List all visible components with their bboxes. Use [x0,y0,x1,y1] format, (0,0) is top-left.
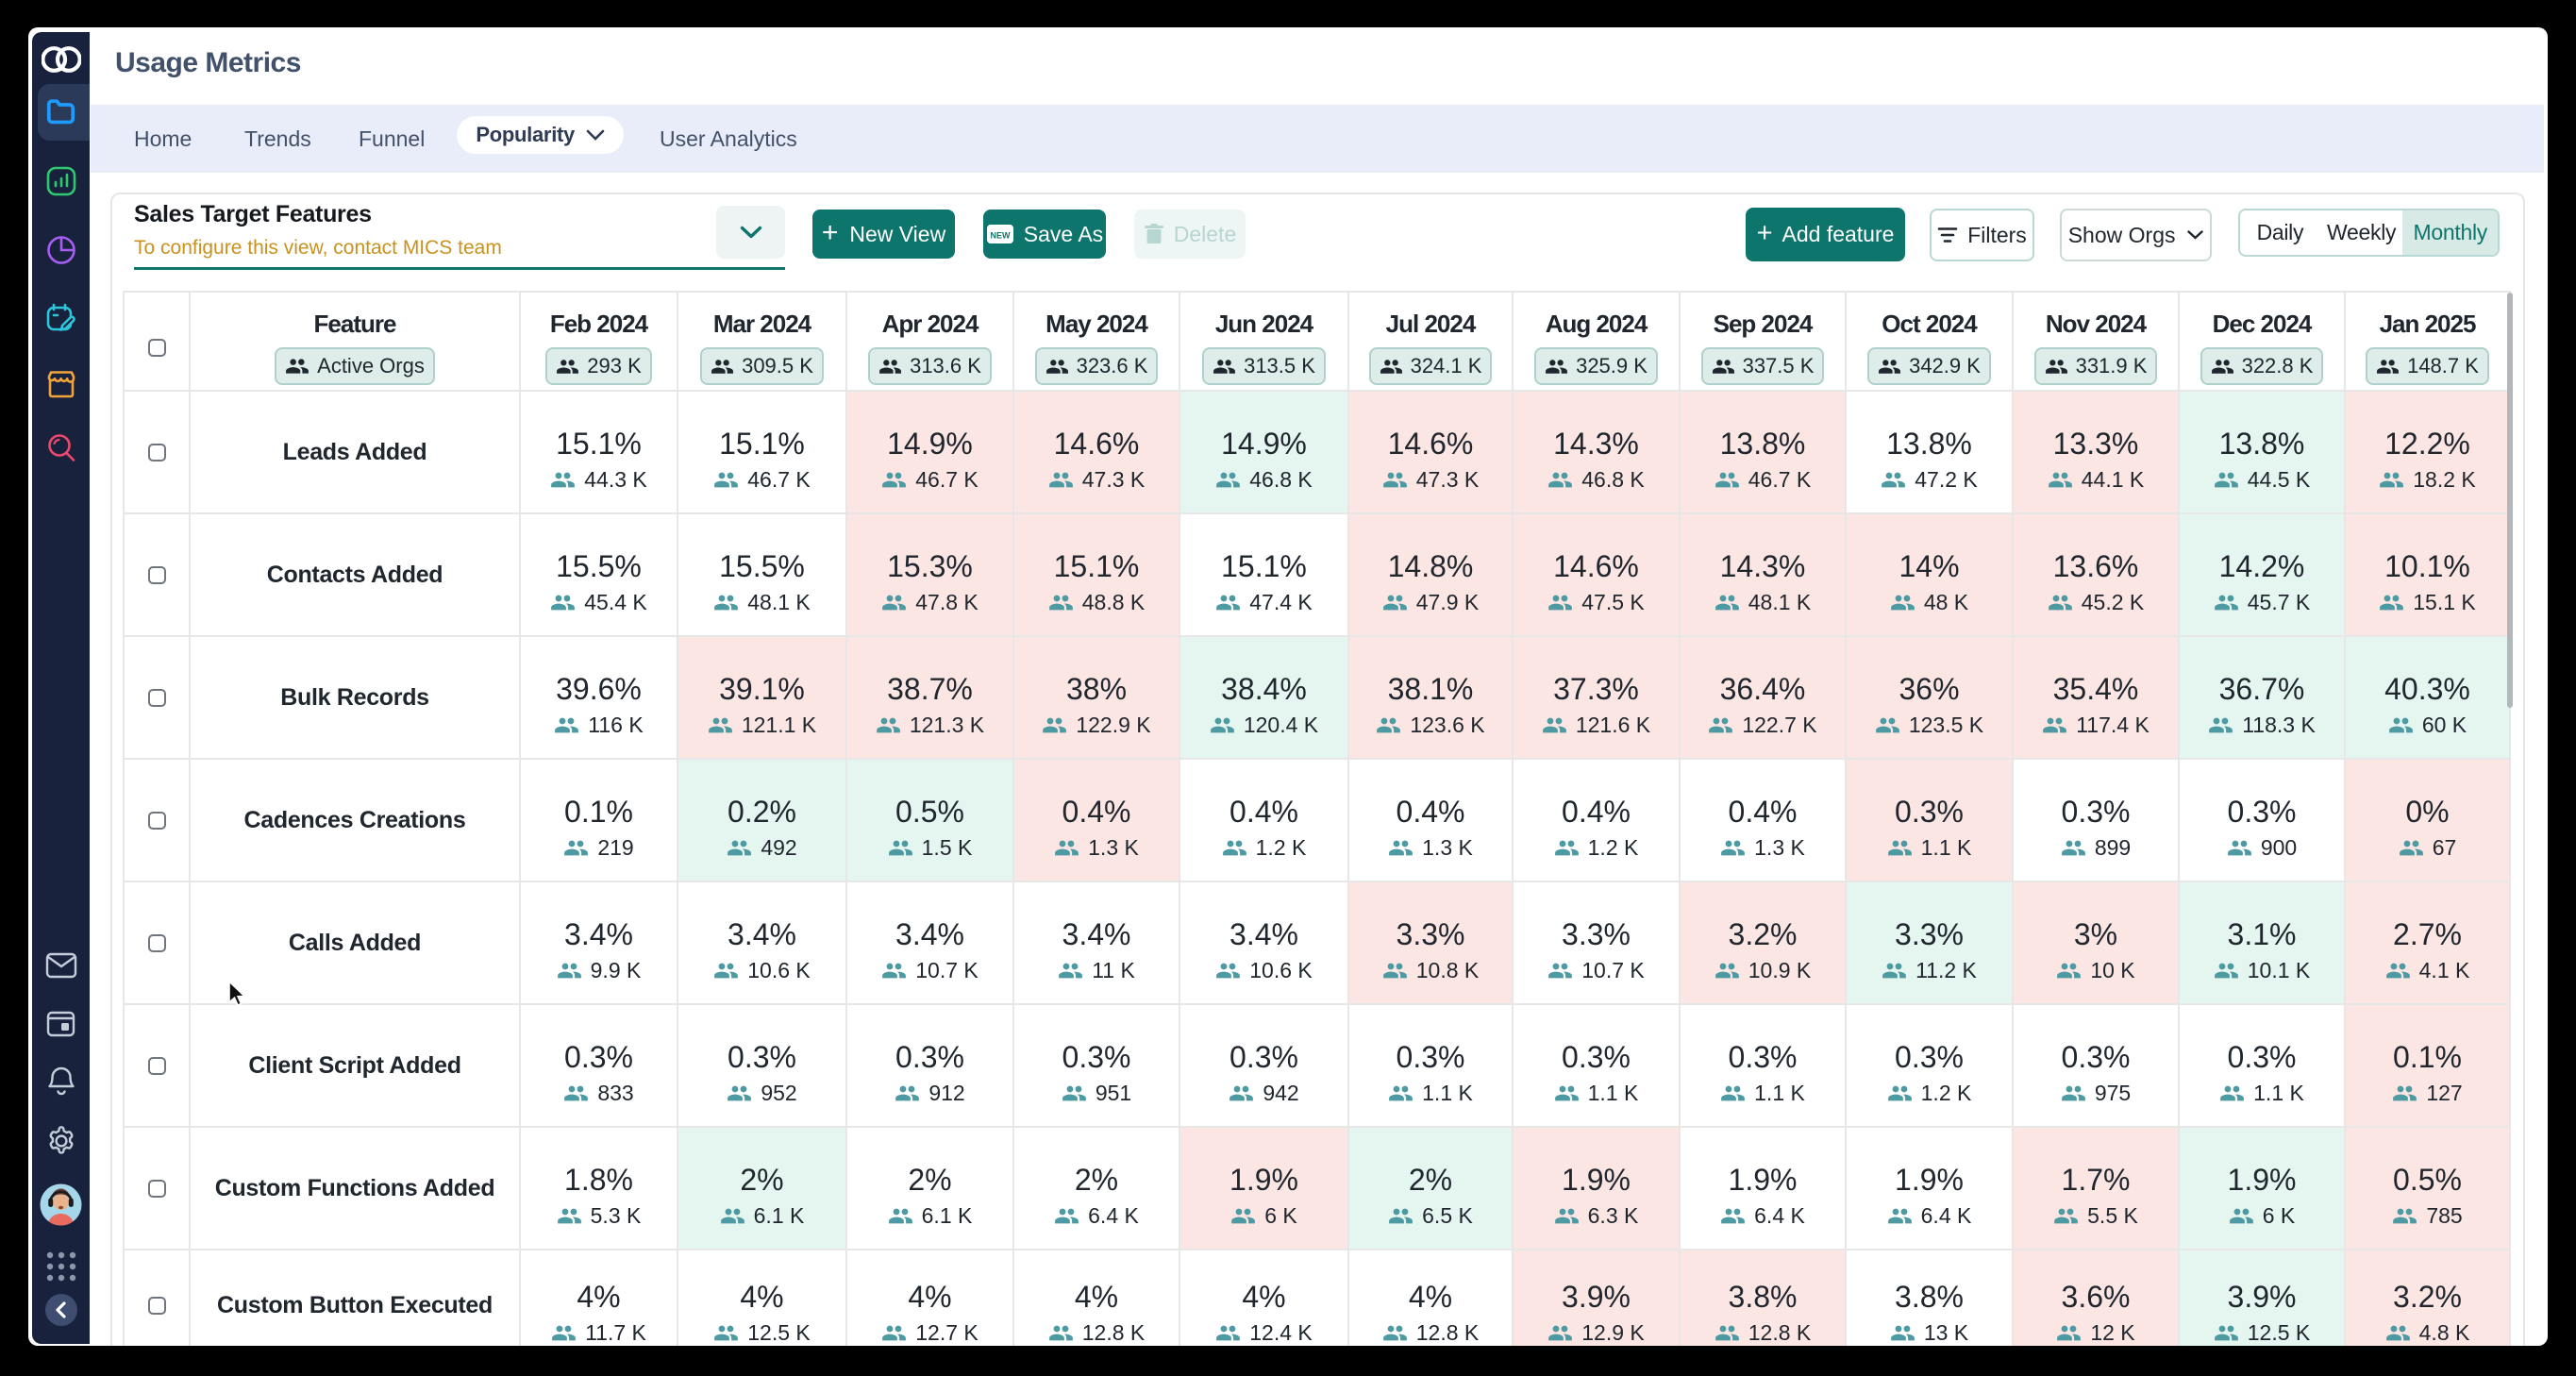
svg-text:NEW: NEW [990,231,1011,241]
